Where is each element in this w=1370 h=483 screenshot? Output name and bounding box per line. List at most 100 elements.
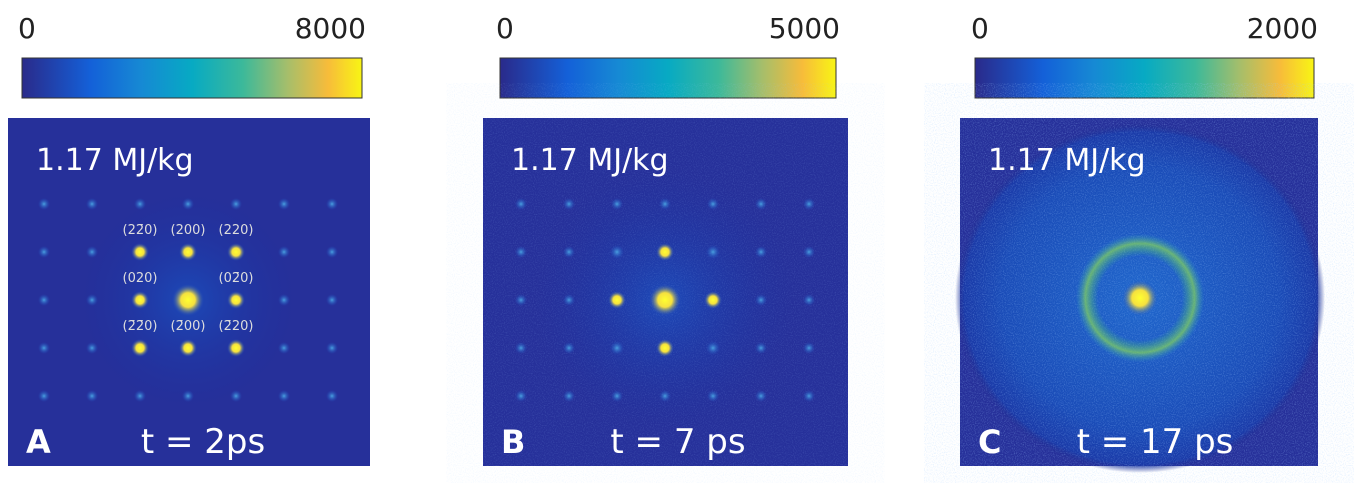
bragg-spot [706, 341, 720, 355]
weak-spot [38, 390, 50, 402]
weak-spot [515, 246, 527, 258]
weak-spot [182, 390, 194, 402]
colorbar-min-label: 0 [971, 12, 989, 45]
weak-spot [326, 294, 338, 306]
weak-spot [563, 246, 575, 258]
miller-index: (200) [171, 223, 206, 238]
colorbar-max-label: 8000 [295, 12, 366, 45]
miller-index: (2̄00) [171, 319, 206, 334]
central-spot [1122, 280, 1158, 316]
central-spot [649, 284, 681, 316]
bragg-spot [610, 245, 624, 259]
diffraction-image [955, 118, 1325, 473]
weak-spot [278, 294, 290, 306]
energy-label: 1.17 MJ/kg [36, 143, 194, 178]
miller-index: (22̄0) [123, 223, 158, 238]
weak-spot [86, 390, 98, 402]
weak-spot [803, 198, 815, 210]
colorbar-max-label: 2000 [1247, 12, 1318, 45]
weak-spot [326, 342, 338, 354]
weak-spot [803, 246, 815, 258]
colorbar [499, 57, 837, 99]
weak-spot [659, 390, 671, 402]
weak-spot [38, 342, 50, 354]
weak-spot [659, 198, 671, 210]
weak-spot [38, 294, 50, 306]
weak-spot [515, 294, 527, 306]
weak-spot [515, 198, 527, 210]
weak-spot [515, 342, 527, 354]
diffraction-image: (22̄0) (200) (220) (020) (02̄0) (2̄2̄0) (2̄00)… [8, 118, 370, 466]
weak-spot [86, 294, 98, 306]
bragg-spot [227, 291, 245, 309]
time-label: t = 17 ps [1077, 422, 1234, 462]
weak-spot [755, 390, 767, 402]
weak-spot [707, 198, 719, 210]
bragg-spot [704, 291, 722, 309]
bragg-spot [179, 243, 197, 261]
weak-spot [326, 390, 338, 402]
colorbar-min-label: 0 [496, 12, 514, 45]
weak-spot [563, 342, 575, 354]
panel-letter: A [26, 423, 51, 461]
weak-spot [86, 342, 98, 354]
weak-spot [755, 342, 767, 354]
miller-index: (020) [123, 271, 158, 286]
weak-spot [803, 390, 815, 402]
bragg-spot [608, 291, 626, 309]
weak-spot [611, 198, 623, 210]
panel-letter: B [501, 423, 525, 461]
weak-spot [563, 294, 575, 306]
weak-spot [515, 390, 527, 402]
weak-spot [755, 198, 767, 210]
weak-spot [278, 342, 290, 354]
weak-spot [38, 246, 50, 258]
bragg-spot [131, 291, 149, 309]
bragg-spot [227, 243, 245, 261]
miller-index: (2̄2̄0) [123, 319, 158, 334]
weak-spot [803, 342, 815, 354]
miller-index: (2̄20) [219, 319, 254, 334]
weak-spot [326, 198, 338, 210]
weak-spot [278, 390, 290, 402]
bragg-spot [656, 339, 674, 357]
colorbar-min-label: 0 [18, 12, 36, 45]
colorbar [21, 57, 363, 99]
bragg-spot [179, 339, 197, 357]
time-label: t = 7 ps [610, 422, 745, 462]
diffraction-image [483, 118, 848, 466]
weak-spot [230, 390, 242, 402]
weak-spot [803, 294, 815, 306]
weak-spot [563, 198, 575, 210]
bragg-spot [131, 243, 149, 261]
bragg-spot [656, 243, 674, 261]
bragg-spot [227, 339, 245, 357]
bragg-spot [131, 339, 149, 357]
weak-spot [86, 198, 98, 210]
bragg-spot [610, 341, 624, 355]
weak-spot [134, 390, 146, 402]
miller-index: (02̄0) [219, 271, 254, 286]
weak-spot [134, 198, 146, 210]
weak-spot [278, 246, 290, 258]
weak-spot [86, 246, 98, 258]
energy-label: 1.17 MJ/kg [988, 143, 1146, 178]
colorbar [974, 57, 1315, 99]
weak-spot [38, 198, 50, 210]
miller-index: (220) [219, 223, 254, 238]
weak-spot [230, 198, 242, 210]
weak-spot [611, 390, 623, 402]
bragg-spot [706, 245, 720, 259]
weak-spot [755, 294, 767, 306]
weak-spot [707, 390, 719, 402]
weak-spot [326, 246, 338, 258]
weak-spot [755, 246, 767, 258]
energy-label: 1.17 MJ/kg [511, 143, 669, 178]
colorbar-max-label: 5000 [769, 12, 840, 45]
time-label: t = 2ps [141, 422, 265, 462]
panel-letter: C [978, 423, 1001, 461]
weak-spot [182, 198, 194, 210]
weak-spot [563, 390, 575, 402]
central-spot [172, 284, 204, 316]
